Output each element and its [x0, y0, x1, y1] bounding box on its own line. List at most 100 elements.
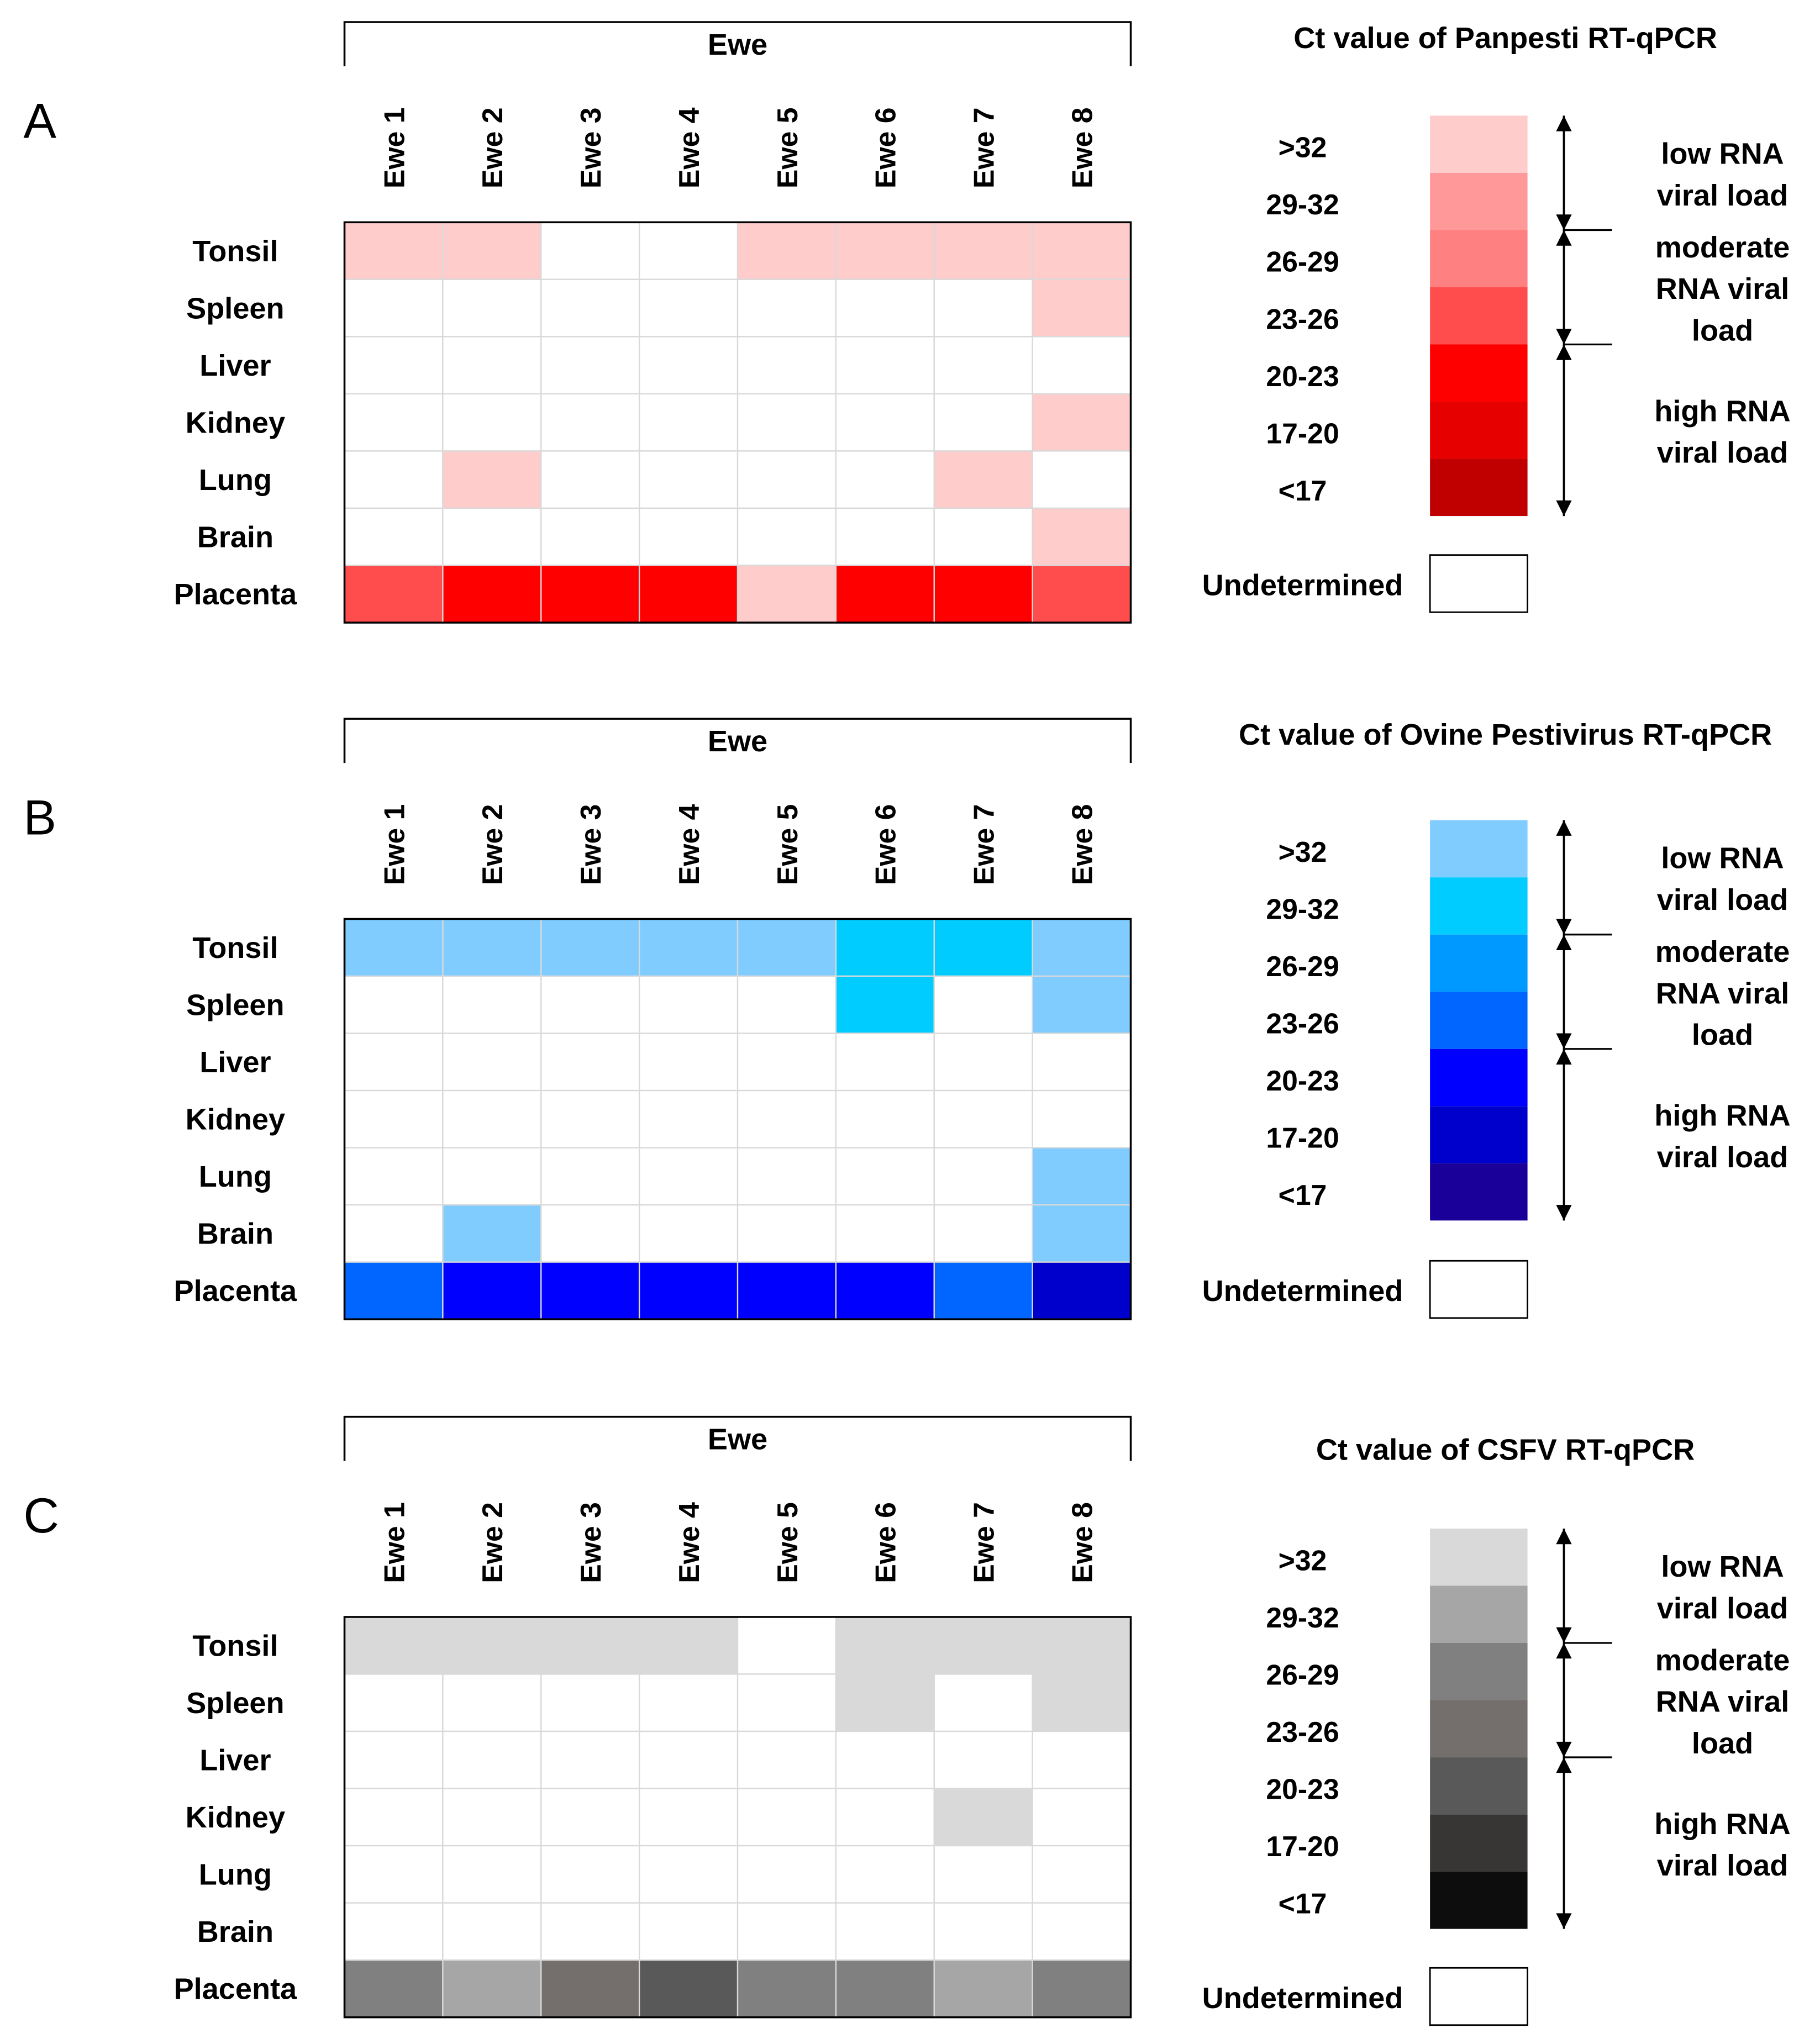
column-label: Ewe 7: [968, 107, 1000, 188]
panel-a: A Ewe Ewe 1 Ewe 2 Ewe 3 Ewe 4 Ewe 5 Ewe 6 Ewe 7 E…: [23, 21, 1791, 624]
heatmap-cell: [442, 278, 542, 338]
heatmap-cell: [737, 1845, 837, 1904]
heatmap-cell: [835, 1730, 935, 1789]
column-label: Ewe 1: [378, 804, 410, 886]
row-label: Kidney: [186, 407, 285, 440]
range-label: viral load: [1657, 1141, 1789, 1174]
row-label: Liver: [199, 1744, 271, 1777]
range-label: high RNA: [1654, 394, 1790, 428]
row-label: Liver: [199, 349, 271, 382]
heatmap-cell: [344, 975, 444, 1034]
heatmap-cell: [442, 1032, 542, 1092]
heatmap-cell: [933, 336, 1033, 395]
legend-swatch: [1430, 1106, 1528, 1163]
column-label: Ewe 3: [575, 107, 607, 188]
heatmap-cell: [933, 1788, 1033, 1847]
legend-swatch: [1430, 934, 1528, 992]
heatmap-cell: [1032, 1204, 1132, 1263]
arrow-up-icon: [1556, 934, 1572, 950]
heatmap-cell: [1032, 1902, 1132, 1961]
heatmap-cell: [638, 1261, 739, 1320]
column-label: Ewe 3: [575, 804, 607, 886]
arrow-up-icon: [1556, 344, 1572, 360]
range-label: viral load: [1657, 436, 1789, 470]
heatmap-cell: [540, 1032, 640, 1092]
legend-bin-label: 20-23: [1266, 1065, 1339, 1097]
legend-bin-label: 26-29: [1266, 950, 1339, 982]
heatmap-cell: [835, 1032, 935, 1092]
range-label: moderate: [1655, 935, 1790, 968]
heatmap-cell: [835, 1673, 935, 1732]
heatmap-cell: [933, 1616, 1033, 1675]
range-label: moderate: [1655, 231, 1790, 264]
heatmap-cell: [933, 1204, 1033, 1263]
legend-swatch: [1430, 230, 1528, 287]
legend-swatch: [1430, 1528, 1528, 1586]
heatmap-cell: [540, 1730, 640, 1789]
heatmap-cell: [835, 1147, 935, 1206]
column-label: Ewe 5: [771, 1502, 803, 1583]
heatmap-cell: [933, 1089, 1033, 1149]
heatmap-cell: [737, 1616, 837, 1675]
heatmap-cell: [638, 507, 739, 566]
undetermined-label: Undetermined: [1202, 1274, 1403, 1308]
legend-title: Ct value of Ovine Pestivirus RT-qPCR: [1239, 718, 1772, 751]
heatmap-cell: [442, 1673, 542, 1732]
legend-bin-label: <17: [1279, 475, 1327, 507]
heatmap-cell: [344, 1204, 444, 1263]
range-label: load: [1692, 1019, 1753, 1052]
heatmap-cell: [933, 1032, 1033, 1092]
heatmap-cell: [638, 393, 739, 452]
heatmap-cell: [442, 1147, 542, 1206]
arrow-up-icon: [1556, 230, 1572, 246]
heatmap-cell: [344, 1959, 444, 2018]
heatmap-cell: [540, 1616, 640, 1675]
legend-swatch: [1430, 459, 1528, 517]
row-label: Placenta: [174, 578, 297, 611]
heatmap-cell: [442, 565, 542, 624]
legend-bin-label: <17: [1279, 1179, 1327, 1211]
heatmap-cell: [442, 1845, 542, 1904]
legend-swatch: [1430, 1814, 1528, 1872]
heatmap-cell: [344, 1616, 444, 1675]
heatmap-cell: [835, 1204, 935, 1263]
legend-bin-label: 23-26: [1266, 1008, 1339, 1040]
range-label: RNA viral: [1656, 977, 1790, 1010]
heatmap-cell: [1032, 975, 1132, 1034]
heatmap-cell: [835, 450, 935, 509]
row-label: Lung: [199, 1160, 272, 1193]
heatmap-cell: [540, 1673, 640, 1732]
header-label: Ewe: [708, 725, 767, 758]
row-label: Brain: [197, 1218, 273, 1251]
legend-swatch: [1430, 1163, 1528, 1221]
heatmap-cell: [835, 1616, 935, 1675]
panel-b: B Ewe Ewe 1 Ewe 2 Ewe 3 Ewe 4 Ewe 5 Ewe 6 Ewe 7 E…: [23, 718, 1791, 1320]
heatmap-cell: [933, 975, 1033, 1034]
arrow-up-icon: [1556, 1757, 1572, 1773]
heatmap-cell: [540, 1959, 640, 2018]
heatmap-cell: [638, 1959, 739, 2018]
heatmap-cell: [638, 1788, 739, 1847]
heatmap-cell: [1032, 918, 1132, 977]
heatmap-cell: [540, 1261, 640, 1320]
heatmap-cell: [835, 278, 935, 338]
heatmap-cell: [638, 1902, 739, 1961]
heatmap-cell: [442, 975, 542, 1034]
column-label: Ewe 6: [870, 804, 902, 886]
legend-bin-label: >32: [1279, 131, 1327, 164]
heatmap-cell: [1032, 450, 1132, 509]
heatmap-cell: [1032, 1032, 1132, 1092]
undetermined-swatch: [1429, 554, 1529, 613]
row-label: Lung: [199, 1858, 272, 1892]
header-label: Ewe: [708, 1423, 767, 1456]
heatmap-cell: [1032, 1673, 1132, 1732]
legend-bin-label: 20-23: [1266, 1773, 1339, 1805]
heatmap-cell: [933, 565, 1033, 624]
heatmap-cell: [638, 1673, 739, 1732]
arrow-up-icon: [1556, 1643, 1572, 1659]
heatmap-cell: [933, 222, 1033, 281]
heatmap-cell: [835, 975, 935, 1034]
legend-swatch: [1430, 1643, 1528, 1700]
arrow-down-icon: [1556, 919, 1572, 935]
column-label: Ewe 1: [378, 107, 410, 188]
